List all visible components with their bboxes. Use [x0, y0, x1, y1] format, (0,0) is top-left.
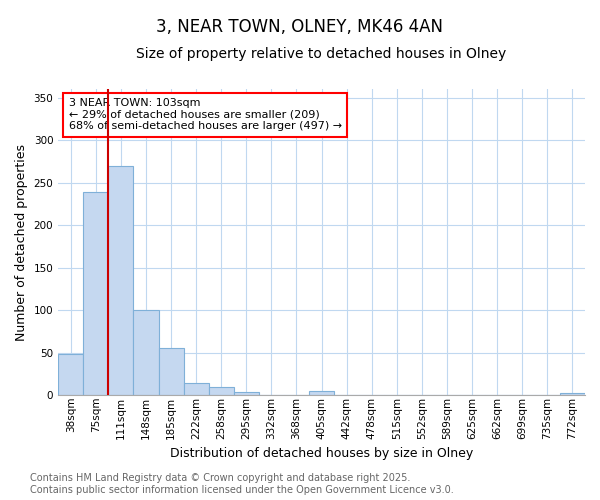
Bar	[83, 192, 109, 395]
Bar	[58, 354, 83, 395]
Y-axis label: Number of detached properties: Number of detached properties	[15, 144, 28, 340]
Bar	[309, 391, 334, 395]
Text: Contains HM Land Registry data © Crown copyright and database right 2025.
Contai: Contains HM Land Registry data © Crown c…	[30, 474, 454, 495]
Bar	[158, 348, 184, 395]
Bar	[133, 310, 158, 395]
Bar	[234, 392, 259, 395]
Bar	[184, 383, 209, 395]
Bar	[109, 166, 133, 395]
Text: 3 NEAR TOWN: 103sqm
← 29% of detached houses are smaller (209)
68% of semi-detac: 3 NEAR TOWN: 103sqm ← 29% of detached ho…	[69, 98, 342, 132]
X-axis label: Distribution of detached houses by size in Olney: Distribution of detached houses by size …	[170, 447, 473, 460]
Title: Size of property relative to detached houses in Olney: Size of property relative to detached ho…	[136, 48, 507, 62]
Text: 3, NEAR TOWN, OLNEY, MK46 4AN: 3, NEAR TOWN, OLNEY, MK46 4AN	[157, 18, 443, 36]
Bar	[560, 394, 585, 395]
Bar	[209, 386, 234, 395]
